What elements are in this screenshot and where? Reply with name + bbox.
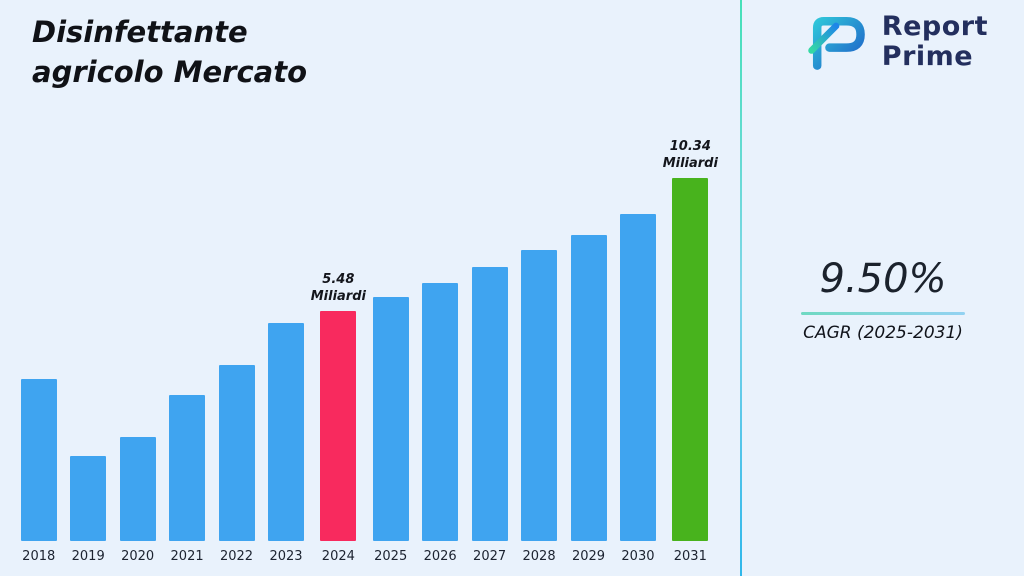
bar-2025	[372, 297, 409, 541]
cagr-value: 9.50%	[819, 256, 947, 302]
vertical-divider	[740, 0, 742, 576]
bar-2031	[672, 178, 709, 541]
bar-column-2029: 2029	[564, 235, 613, 564]
x-axis-label-2025: 2025	[374, 549, 408, 564]
x-axis-label-2030: 2030	[621, 549, 655, 564]
bar-column-2019: 2019	[63, 456, 112, 564]
bar-2027	[471, 267, 508, 541]
x-axis-label-2022: 2022	[219, 549, 254, 564]
bar-column-2024: 5.48 Miliardi 2024	[311, 272, 366, 564]
x-axis-label-2031: 2031	[673, 549, 707, 564]
bar-column-2025: 2025	[366, 297, 415, 564]
bar-2028	[521, 250, 558, 541]
x-axis-label-2024: 2024	[321, 549, 355, 564]
bar-2021	[169, 395, 206, 541]
bar-column-2018: 2018	[14, 379, 63, 564]
bar-column-2027: 2027	[465, 267, 514, 564]
x-axis-label-2021: 2021	[170, 549, 204, 564]
x-axis-label-2028: 2028	[522, 549, 556, 564]
bar-2026	[422, 283, 459, 541]
cagr-panel: 9.50% CAGR (2025-2031)	[760, 256, 1006, 343]
bar-column-2020: 2020	[113, 437, 162, 564]
bar-chart: 2018 2019 2020 2021 2022 2023 5.48 Miliardi 202…	[14, 139, 718, 564]
x-axis-label-2029: 2029	[571, 549, 606, 564]
x-axis-label-2023: 2023	[269, 549, 303, 564]
bar-value-label-2031: 10.34 Miliardi	[662, 139, 718, 172]
x-axis-label-2026: 2026	[423, 549, 457, 564]
report-prime-logo: Report Prime	[804, 12, 988, 72]
bar-2019	[70, 456, 107, 541]
x-axis-label-2020: 2020	[121, 549, 155, 564]
bar-2030	[619, 214, 656, 541]
bar-2023	[267, 323, 304, 541]
bar-column-2023: 2023	[261, 323, 310, 564]
bar-column-2030: 2030	[613, 214, 662, 564]
bar-2029	[570, 235, 607, 541]
bar-2020	[119, 437, 156, 541]
bar-column-2031: 10.34 Miliardi 2031	[663, 139, 718, 564]
logo-text-line2: Prime	[881, 41, 974, 72]
bar-column-2021: 2021	[162, 395, 211, 564]
x-axis-label-2019: 2019	[71, 549, 105, 564]
bar-2024	[320, 311, 357, 541]
cagr-label: CAGR (2025-2031)	[803, 323, 963, 343]
bar-2022	[218, 365, 255, 541]
bar-column-2026: 2026	[415, 283, 464, 564]
bar-2018	[20, 379, 57, 541]
page-title: Disinfettante agricolo Mercato	[32, 15, 308, 90]
x-axis-label-2018: 2018	[22, 549, 56, 564]
cagr-underline	[801, 312, 965, 315]
bar-value-label-2024: 5.48 Miliardi	[310, 272, 366, 305]
report-prime-logo-icon	[804, 12, 870, 72]
bar-column-2022: 2022	[212, 365, 261, 564]
report-prime-logo-text: Report Prime	[882, 12, 988, 71]
bar-column-2028: 2028	[514, 250, 563, 564]
logo-text-line1: Report	[881, 11, 988, 43]
x-axis-label-2027: 2027	[473, 549, 507, 564]
